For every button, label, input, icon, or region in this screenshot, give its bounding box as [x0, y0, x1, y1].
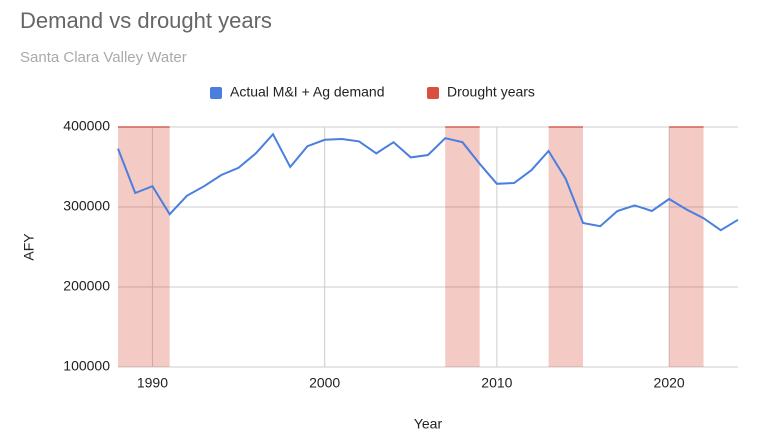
chart-subtitle: Santa Clara Valley Water — [20, 49, 187, 66]
data-line — [117, 132, 739, 232]
x-axis-title: Year — [414, 416, 443, 432]
legend-label: Actual M&I + Ag demand — [230, 84, 384, 100]
drought-band — [118, 127, 170, 367]
y-tick-label: 300000 — [63, 198, 110, 214]
x-tick-label: 2000 — [309, 375, 340, 391]
y-tick-label: 200000 — [63, 278, 110, 294]
y-tick-label: 400000 — [63, 118, 110, 134]
chart-title: Demand vs drought years — [20, 8, 272, 33]
drought-band — [445, 127, 480, 367]
x-tick-label: 1990 — [137, 375, 168, 391]
drought-band — [548, 127, 583, 367]
x-tick-label: 2010 — [481, 375, 512, 391]
x-tick-label: 2020 — [654, 375, 685, 391]
drought-band — [669, 127, 704, 367]
y-tick-label: 100000 — [63, 358, 110, 374]
y-axis-title: AFY — [21, 233, 37, 261]
legend-label: Drought years — [447, 84, 535, 100]
legend-swatch — [427, 87, 439, 99]
legend-swatch — [210, 87, 222, 99]
